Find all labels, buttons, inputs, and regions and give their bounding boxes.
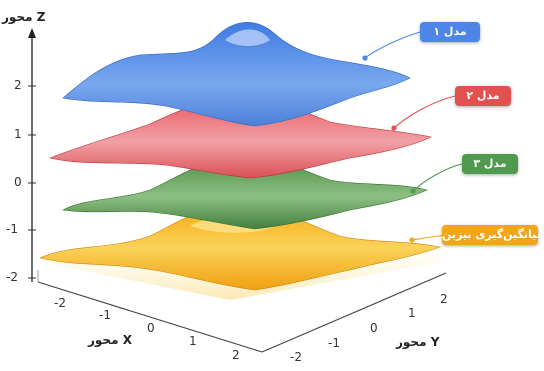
legend-model-3: مدل ۳ <box>462 154 518 174</box>
surface-model-1 <box>62 22 411 127</box>
surface-model-1-highlight <box>225 29 270 46</box>
z-axis-label: محور Z <box>2 10 46 24</box>
surface-bayesian-average <box>39 204 442 291</box>
z-tick-neg2: -2 <box>6 270 18 284</box>
x-axis-label: محور X <box>88 333 132 347</box>
connector-dot-model-2 <box>391 125 397 131</box>
legend-model-1: مدل ۱ <box>420 22 480 42</box>
connector-dot-model-1 <box>362 55 368 61</box>
x-tick-1: 1 <box>189 334 197 348</box>
legend-model-2: مدل ۲ <box>455 86 511 106</box>
z-tick-2: 2 <box>14 78 22 92</box>
x-tick-2: 2 <box>232 348 240 362</box>
surface-model-3 <box>62 156 428 230</box>
legend-bayesian-average: میانگین‌گیری بیزین <box>442 225 543 245</box>
y-axis-label: محور Y <box>396 335 440 349</box>
x-tick-0: 0 <box>147 321 155 335</box>
average-glow <box>40 245 440 300</box>
z-tick-0: 0 <box>14 175 22 189</box>
y-tick-2: 2 <box>440 292 448 306</box>
y-tick-0: 0 <box>370 321 378 335</box>
connector-dot-model-3 <box>410 188 416 194</box>
x-tick-neg1: -1 <box>99 308 111 322</box>
z-axis-ticks <box>28 85 36 279</box>
connector-dot-average <box>409 237 415 243</box>
surface-model-2 <box>49 97 432 179</box>
y-axis-line <box>261 272 447 353</box>
z-tick-1: 1 <box>14 127 22 141</box>
y-tick-neg2: -2 <box>290 350 302 364</box>
x-axis-line <box>37 281 263 353</box>
x-tick-neg2: -2 <box>54 296 66 310</box>
z-tick-neg1: -1 <box>6 222 18 236</box>
y-tick-neg1: -1 <box>328 336 340 350</box>
y-tick-1: 1 <box>408 306 416 320</box>
z-axis-arrow-icon <box>28 28 36 38</box>
